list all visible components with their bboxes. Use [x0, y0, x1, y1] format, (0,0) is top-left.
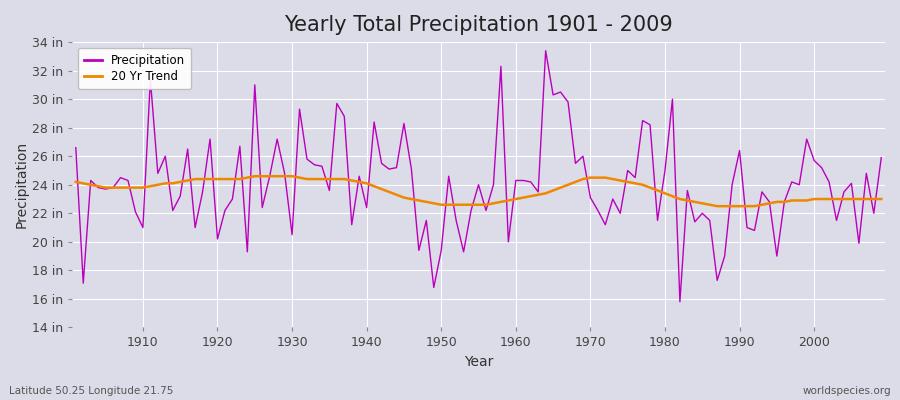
20 Yr Trend: [712, 204, 723, 208]
Precipitation: [510, 178, 521, 183]
Precipitation: [503, 240, 514, 244]
20 Yr Trend: [876, 197, 886, 202]
Precipitation: [339, 114, 350, 119]
20 Yr Trend: [518, 195, 528, 200]
Text: worldspecies.org: worldspecies.org: [803, 386, 891, 396]
Precipitation: [540, 48, 551, 53]
20 Yr Trend: [70, 180, 81, 184]
Precipitation: [608, 197, 618, 202]
20 Yr Trend: [130, 185, 141, 190]
Line: 20 Yr Trend: 20 Yr Trend: [76, 176, 881, 206]
Precipitation: [70, 145, 81, 150]
20 Yr Trend: [302, 177, 312, 182]
20 Yr Trend: [249, 174, 260, 179]
Precipitation: [674, 299, 685, 304]
Title: Yearly Total Precipitation 1901 - 2009: Yearly Total Precipitation 1901 - 2009: [284, 15, 673, 35]
Precipitation: [876, 155, 886, 160]
20 Yr Trend: [510, 197, 521, 202]
Legend: Precipitation, 20 Yr Trend: Precipitation, 20 Yr Trend: [78, 48, 191, 89]
Text: Latitude 50.25 Longitude 21.75: Latitude 50.25 Longitude 21.75: [9, 386, 174, 396]
20 Yr Trend: [608, 177, 618, 182]
Y-axis label: Precipitation: Precipitation: [15, 141, 29, 228]
Precipitation: [294, 107, 305, 112]
X-axis label: Year: Year: [464, 355, 493, 369]
Line: Precipitation: Precipitation: [76, 51, 881, 302]
20 Yr Trend: [346, 178, 357, 183]
Precipitation: [130, 210, 141, 214]
